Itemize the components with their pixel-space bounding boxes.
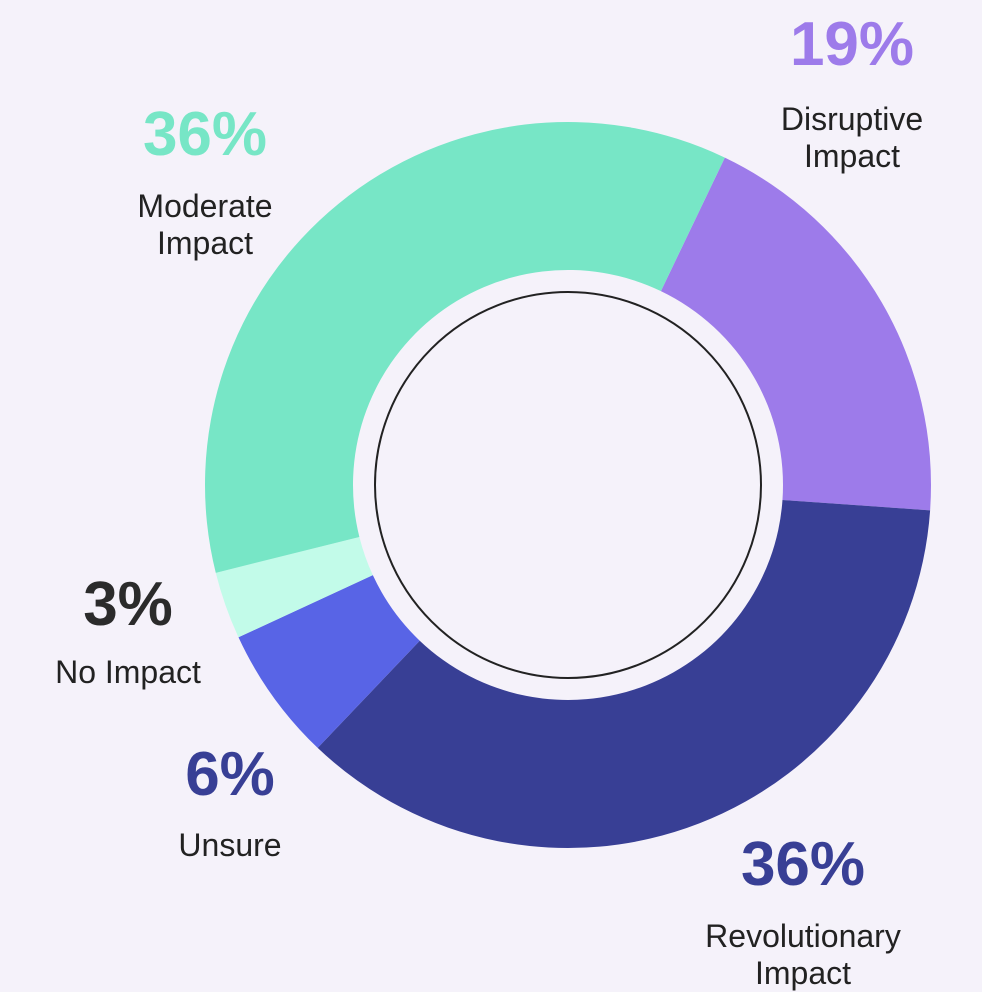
category-label: No Impact [55, 654, 201, 690]
percent-label: 36% [142, 100, 268, 169]
percent-label: 19% [789, 10, 915, 79]
percent-label: 6% [185, 740, 275, 809]
category-label: Revolutionary Impact [705, 918, 901, 991]
donut-segment [317, 499, 931, 849]
category-label: Unsure [178, 827, 282, 863]
category-label: Disruptive Impact [780, 101, 924, 174]
donut-segment [205, 122, 725, 573]
donut-segment [660, 157, 931, 511]
percent-label: 36% [740, 830, 866, 899]
percent-label: 3% [83, 570, 173, 639]
category-label: Moderate Impact [137, 188, 273, 261]
donut-segment [215, 537, 373, 638]
donut-segment [238, 575, 420, 748]
inner-ring [374, 291, 762, 679]
